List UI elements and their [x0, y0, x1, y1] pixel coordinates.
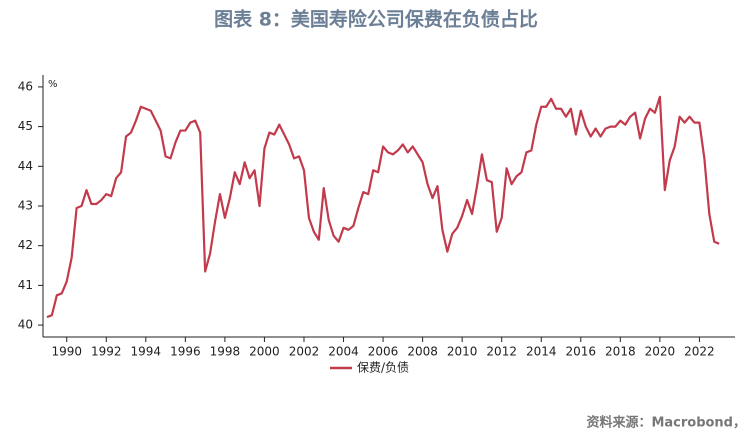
y-tick-label: 42 — [18, 238, 33, 252]
x-tick-label: 1992 — [91, 345, 122, 359]
x-tick-label: 1996 — [170, 345, 201, 359]
x-tick-label: 2014 — [526, 345, 557, 359]
y-axis-label: % — [48, 79, 58, 90]
y-tick-label: 40 — [18, 318, 33, 332]
x-tick-label: 2012 — [486, 345, 517, 359]
data-line — [46, 95, 720, 319]
y-tick-label: 45 — [18, 119, 33, 133]
source-note: 资料来源：Macrobond， — [586, 415, 746, 431]
x-tick-label: 2010 — [447, 345, 478, 359]
x-tick-label: 1994 — [131, 345, 162, 359]
x-tick-label: 2002 — [289, 345, 320, 359]
x-tick-label: 1990 — [51, 345, 82, 359]
x-tick-label: 2016 — [566, 345, 597, 359]
x-tick-label: 2018 — [605, 345, 636, 359]
chart-title: 图表 8：美国寿险公司保费在负债占比 — [214, 8, 538, 31]
y-tick-label: 43 — [18, 199, 33, 213]
x-tick-label: 2020 — [645, 345, 676, 359]
x-tick-label: 2006 — [368, 345, 399, 359]
y-tick-label: 41 — [18, 278, 33, 292]
y-tick-label: 46 — [18, 79, 33, 93]
x-tick-label: 2022 — [684, 345, 715, 359]
y-tick-label: 44 — [18, 159, 33, 173]
x-tick-label: 2008 — [407, 345, 438, 359]
x-tick-label: 2004 — [328, 345, 359, 359]
x-tick-label: 2000 — [249, 345, 280, 359]
legend-label: 保费/负债 — [357, 361, 409, 375]
x-tick-label: 1998 — [210, 345, 241, 359]
